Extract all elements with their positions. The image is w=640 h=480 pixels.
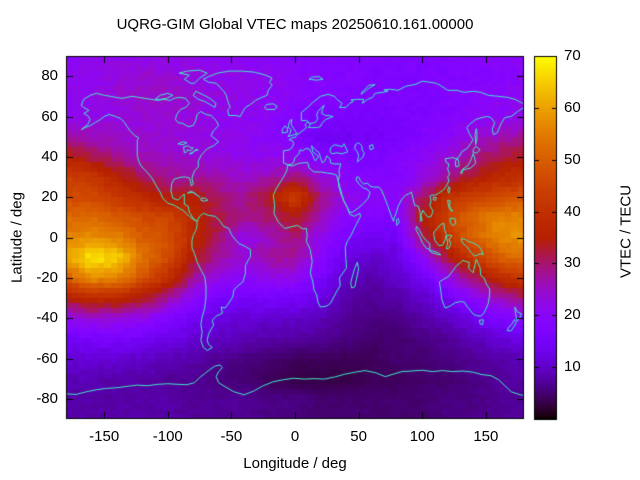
colorbar-tick-label: 70	[564, 47, 581, 64]
x-tick-label: 150	[473, 428, 499, 445]
colorbar-tick-label: 20	[564, 306, 581, 324]
x-tick-label: -50	[220, 428, 243, 445]
y-tick-label: 60	[41, 107, 58, 125]
colorbar-tick-label: 40	[564, 202, 581, 220]
y-tick-label: -40	[36, 309, 58, 327]
x-tick-label: 0	[290, 428, 300, 445]
y-tick-label: 20	[41, 188, 58, 206]
y-tick-label: 80	[41, 67, 58, 85]
colorbar-tick-label: 10	[564, 358, 581, 376]
y-tick-label: -20	[36, 268, 58, 286]
colorbar-label: VTEC / TECU	[617, 184, 635, 279]
y-tick-label: 0	[49, 228, 58, 246]
plot-title: UQRG-GIM Global VTEC maps 20250610.161.0…	[116, 16, 474, 33]
y-axis-label: Latitude / deg	[8, 192, 26, 283]
x-axis-label: Longitude / deg	[243, 455, 347, 472]
x-tick-label: 50	[350, 428, 367, 445]
colorbar-tick-label: 50	[564, 150, 581, 168]
x-tick-label: 100	[409, 428, 435, 445]
x-tick-label: -100	[152, 428, 183, 445]
y-tick-label: -80	[36, 389, 58, 407]
y-tick-label: 40	[41, 147, 58, 165]
y-tick-label: -60	[36, 349, 58, 367]
colorbar-tick-label: 60	[564, 98, 581, 116]
x-tick-label: -150	[89, 428, 120, 445]
colorbar-tick-label: 30	[564, 254, 581, 272]
